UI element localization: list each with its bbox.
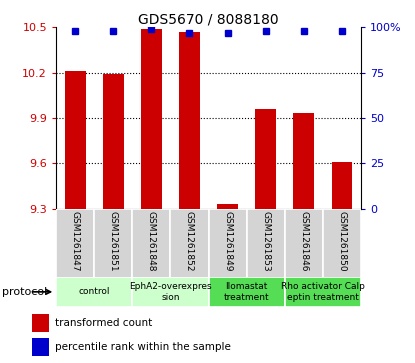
Bar	[94, 209, 132, 278]
Text: percentile rank within the sample: percentile rank within the sample	[55, 342, 231, 352]
Bar	[323, 209, 361, 278]
Bar	[209, 209, 247, 278]
Text: GSM1261852: GSM1261852	[185, 211, 194, 271]
Text: protocol: protocol	[2, 287, 47, 297]
Bar	[332, 162, 352, 209]
Text: control: control	[78, 287, 110, 296]
Bar	[209, 277, 285, 307]
Text: GSM1261850: GSM1261850	[337, 211, 347, 272]
Text: GSM1261853: GSM1261853	[261, 211, 270, 272]
Text: GSM1261847: GSM1261847	[71, 211, 80, 271]
Bar	[179, 32, 200, 209]
Bar	[285, 277, 361, 307]
Bar	[32, 314, 49, 332]
Bar	[217, 204, 238, 209]
Bar	[132, 277, 209, 307]
Text: GSM1261849: GSM1261849	[223, 211, 232, 271]
Text: Rho activator Calp
eptin treatment: Rho activator Calp eptin treatment	[281, 282, 365, 302]
Bar	[65, 71, 85, 209]
Bar	[285, 209, 323, 278]
Bar	[56, 209, 94, 278]
Text: GSM1261851: GSM1261851	[109, 211, 118, 272]
Bar	[141, 29, 162, 209]
Bar	[293, 113, 314, 209]
Text: transformed count: transformed count	[55, 318, 152, 328]
Text: EphA2-overexpres
sion: EphA2-overexpres sion	[129, 282, 212, 302]
Bar	[32, 338, 49, 356]
Bar	[103, 74, 124, 209]
Bar	[132, 209, 171, 278]
Text: GSM1261848: GSM1261848	[147, 211, 156, 271]
Bar	[171, 209, 209, 278]
Bar	[255, 109, 276, 209]
Title: GDS5670 / 8088180: GDS5670 / 8088180	[138, 12, 279, 26]
Text: Ilomastat
treatment: Ilomastat treatment	[224, 282, 269, 302]
Bar	[247, 209, 285, 278]
Bar	[56, 277, 132, 307]
Text: GSM1261846: GSM1261846	[299, 211, 308, 271]
